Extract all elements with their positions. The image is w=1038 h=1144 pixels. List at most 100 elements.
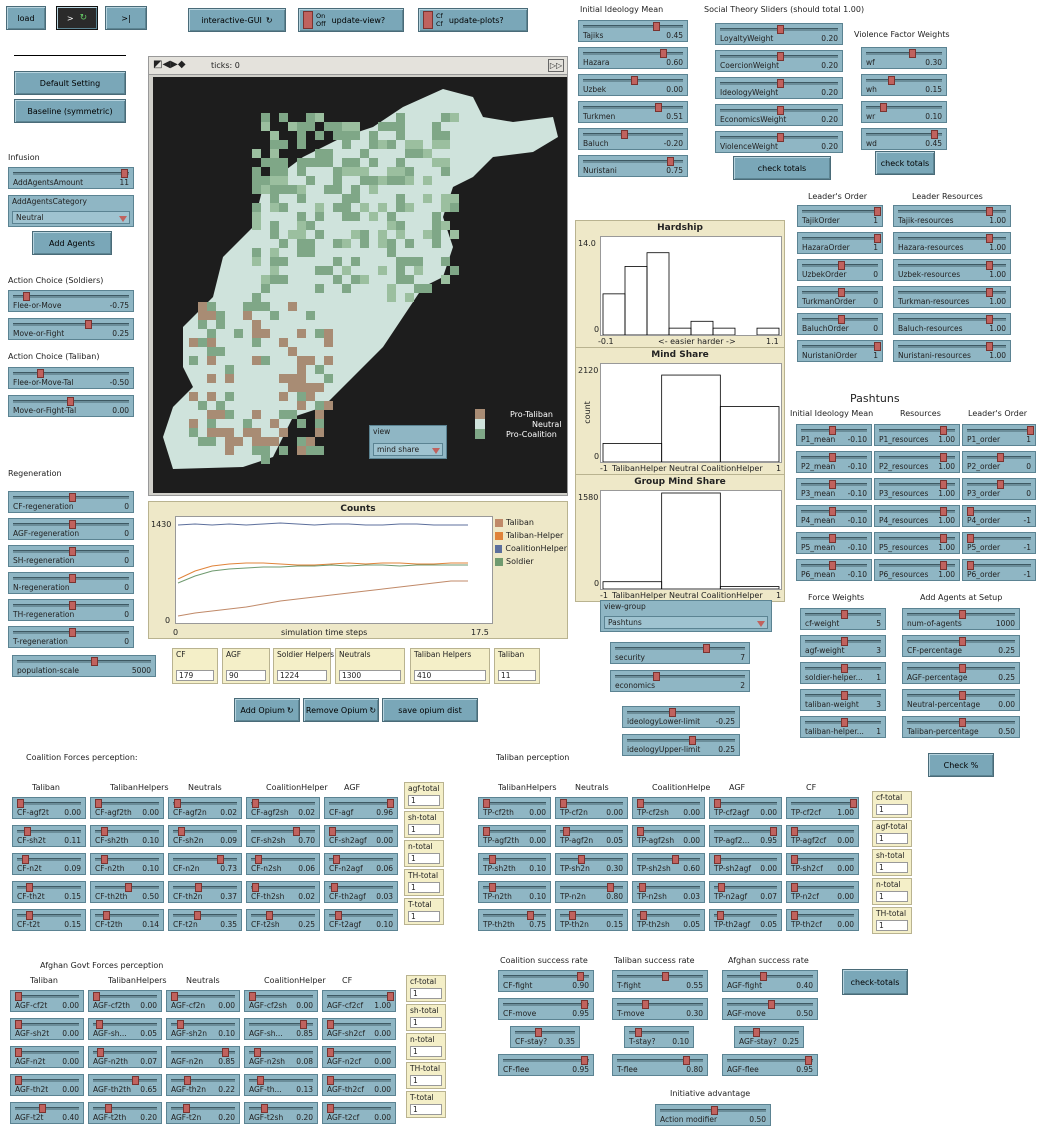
regeneration-slider[interactable]: SH-regeneration 0 xyxy=(8,545,134,567)
map-canvas[interactable] xyxy=(153,77,567,493)
agf-perception-slider[interactable]: AGF-th... 0.13 xyxy=(244,1074,318,1096)
slider-knob[interactable] xyxy=(257,1076,264,1085)
update-view-switch[interactable]: On Off update-view? xyxy=(298,8,404,32)
ideology-slider[interactable]: Hazara 0.60 xyxy=(578,47,688,69)
violence-weight-slider[interactable]: wh 0.15 xyxy=(861,74,947,96)
slider-knob[interactable] xyxy=(327,1076,334,1085)
slider-knob[interactable] xyxy=(387,799,394,808)
slider-knob[interactable] xyxy=(26,883,33,892)
force-weight-slider[interactable]: taliban-weight 3 xyxy=(800,689,886,711)
slider-knob[interactable] xyxy=(959,610,966,619)
slider-knob[interactable] xyxy=(770,827,777,836)
slider-knob[interactable] xyxy=(718,883,725,892)
agf-perception-slider[interactable]: AGF-n2n 0.85 xyxy=(166,1046,240,1068)
slider-knob[interactable] xyxy=(711,1106,718,1115)
slider-knob[interactable] xyxy=(940,507,947,516)
taliban-perception-slider[interactable]: TP-th2n 0.15 xyxy=(555,909,628,931)
setup-slider[interactable]: AGF-percentage 0.25 xyxy=(902,662,1020,684)
slider-knob[interactable] xyxy=(986,207,993,216)
success-rate-slider[interactable]: AGF-stay? 0.25 xyxy=(734,1026,804,1048)
slider-knob[interactable] xyxy=(132,1076,139,1085)
slider-knob[interactable] xyxy=(217,855,224,864)
pashtun-mean-slider[interactable]: P6_mean -0.10 xyxy=(796,559,872,581)
slider-knob[interactable] xyxy=(672,855,679,864)
leader-resources-slider[interactable]: Hazara-resources 1.00 xyxy=(893,232,1011,254)
cf-perception-slider[interactable]: CF-sh2n 0.09 xyxy=(168,825,242,847)
cf-perception-slider[interactable]: CF-agf2th 0.00 xyxy=(90,797,164,819)
slider-knob[interactable] xyxy=(714,799,721,808)
regeneration-slider[interactable]: TH-regeneration 0 xyxy=(8,599,134,621)
slider-knob[interactable] xyxy=(703,644,710,653)
slider-knob[interactable] xyxy=(535,1028,542,1037)
slider-knob[interactable] xyxy=(331,883,338,892)
cf-perception-slider[interactable]: CF-n2sh 0.06 xyxy=(246,853,320,875)
slider-knob[interactable] xyxy=(653,672,660,681)
slider-knob[interactable] xyxy=(194,911,201,920)
pashtun-resources-slider[interactable]: P1_resources 1.00 xyxy=(874,424,960,446)
taliban-perception-slider[interactable]: TP-n2agf 0.07 xyxy=(709,881,782,903)
agf-perception-slider[interactable]: AGF-th2n 0.22 xyxy=(166,1074,240,1096)
slider-knob[interactable] xyxy=(527,911,534,920)
force-weight-slider[interactable]: taliban-helper... 1 xyxy=(800,716,886,738)
check-totals-success-button[interactable]: check-totals xyxy=(842,969,908,995)
slider-knob[interactable] xyxy=(777,79,784,88)
check-totals-violence-button[interactable]: check totals xyxy=(875,151,935,175)
leader-resources-slider[interactable]: Tajik-resources 1.00 xyxy=(893,205,1011,227)
slider-knob[interactable] xyxy=(777,52,784,61)
agf-perception-slider[interactable]: AGF-t2n 0.20 xyxy=(166,1102,240,1124)
slider-knob[interactable] xyxy=(266,911,273,920)
agf-perception-slider[interactable]: AGF-th2t 0.00 xyxy=(10,1074,84,1096)
slider-knob[interactable] xyxy=(838,261,845,270)
pashtun-resources-slider[interactable]: P4_resources 1.00 xyxy=(874,505,960,527)
slider-knob[interactable] xyxy=(97,1048,104,1057)
slider-knob[interactable] xyxy=(252,799,259,808)
step-button[interactable]: >| xyxy=(105,6,147,30)
taliban-perception-slider[interactable]: TP-n2n 0.80 xyxy=(555,881,628,903)
slider-knob[interactable] xyxy=(760,972,767,981)
slider-knob[interactable] xyxy=(986,315,993,324)
pashtun-mean-slider[interactable]: P5_mean -0.10 xyxy=(796,532,872,554)
success-rate-slider[interactable]: AGF-fight 0.40 xyxy=(722,970,818,992)
cf-perception-slider[interactable]: CF-agf2n 0.02 xyxy=(168,797,242,819)
agf-perception-slider[interactable]: AGF-n2sh 0.08 xyxy=(244,1046,318,1068)
pashtun-mean-slider[interactable]: P4_mean -0.10 xyxy=(796,505,872,527)
slider-knob[interactable] xyxy=(335,911,342,920)
add-agents-button[interactable]: Add Agents xyxy=(32,231,112,255)
cf-perception-slider[interactable]: CF-t2n 0.35 xyxy=(168,909,242,931)
slider-knob[interactable] xyxy=(560,799,567,808)
slider-knob[interactable] xyxy=(178,827,185,836)
taliban-perception-slider[interactable]: TP-sh2th 0.10 xyxy=(478,853,551,875)
slider-knob[interactable] xyxy=(997,453,1004,462)
slider-knob[interactable] xyxy=(222,1048,229,1057)
cf-perception-slider[interactable]: CF-t2sh 0.25 xyxy=(246,909,320,931)
pashtun-resources-slider[interactable]: P6_resources 1.00 xyxy=(874,559,960,581)
taliban-perception-slider[interactable]: TP-cf2sh 0.00 xyxy=(632,797,705,819)
interactive-gui-button[interactable]: interactive-GUI ↻ xyxy=(188,8,286,32)
pashtun-order-slider[interactable]: P6_order -1 xyxy=(962,559,1036,581)
slider-knob[interactable] xyxy=(1027,426,1034,435)
agf-perception-slider[interactable]: AGF-cf2sh 0.00 xyxy=(244,990,318,1012)
ideology-slider[interactable]: Nuristani 0.75 xyxy=(578,155,688,177)
slider-knob[interactable] xyxy=(874,207,881,216)
slider-knob[interactable] xyxy=(777,133,784,142)
slider-knob[interactable] xyxy=(829,561,836,570)
slider-knob[interactable] xyxy=(184,1076,191,1085)
slider-knob[interactable] xyxy=(986,342,993,351)
ideology-slider[interactable]: Turkmen 0.51 xyxy=(578,101,688,123)
slider-knob[interactable] xyxy=(997,480,1004,489)
force-weight-slider[interactable]: soldier-helper... 1 xyxy=(800,662,886,684)
cf-perception-slider[interactable]: CF-agf 0.96 xyxy=(324,797,398,819)
slider-knob[interactable] xyxy=(15,1076,22,1085)
collapse-icon[interactable]: ▷▷ xyxy=(548,59,564,72)
slider-knob[interactable] xyxy=(829,426,836,435)
slider-knob[interactable] xyxy=(69,520,76,529)
slider-knob[interactable] xyxy=(753,1028,760,1037)
leader-resources-slider[interactable]: Turkman-resources 1.00 xyxy=(893,286,1011,308)
slider-knob[interactable] xyxy=(569,911,576,920)
cf-perception-slider[interactable]: CF-th2n 0.37 xyxy=(168,881,242,903)
slider-knob[interactable] xyxy=(931,130,938,139)
slider-knob[interactable] xyxy=(101,827,108,836)
regeneration-slider[interactable]: AGF-regeneration 0 xyxy=(8,518,134,540)
view-group-chooser[interactable]: view-group Pashtuns xyxy=(600,600,772,632)
agf-perception-slider[interactable]: AGF-cf2n 0.00 xyxy=(166,990,240,1012)
